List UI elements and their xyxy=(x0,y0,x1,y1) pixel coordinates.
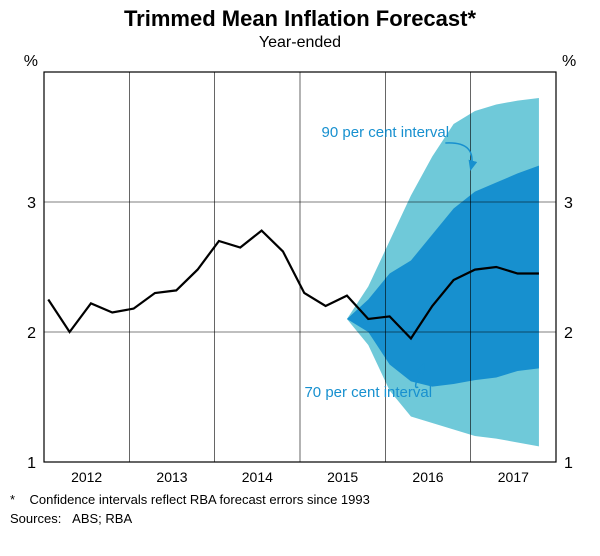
xtick: 2012 xyxy=(71,469,102,485)
sources-items: ABS; RBA xyxy=(72,511,132,526)
ytick-left: 3 xyxy=(27,195,36,212)
annotation-label: 90 per cent interval xyxy=(322,124,450,141)
xtick: 2015 xyxy=(327,469,358,485)
ytick-right: 1 xyxy=(564,455,573,472)
xtick: 2016 xyxy=(412,469,443,485)
y-unit-right: % xyxy=(562,53,576,70)
ytick-right: 2 xyxy=(564,325,573,342)
sources-label: Sources: xyxy=(10,511,61,526)
ytick-right: 3 xyxy=(564,195,573,212)
fan-chart: %% 1 1 2 2 3 3 2012 2013 2014 2015 2016 2017 90 per c… xyxy=(0,52,600,492)
sources: Sources: ABS; RBA xyxy=(0,511,600,526)
footnote-marker: * xyxy=(10,492,15,507)
chart-container: Trimmed Mean Inflation Forecast* Year-en… xyxy=(0,0,600,556)
xtick: 2013 xyxy=(156,469,187,485)
footnote-text: Confidence intervals reflect RBA forecas… xyxy=(30,492,370,507)
chart-title: Trimmed Mean Inflation Forecast* xyxy=(0,0,600,32)
chart-subtitle: Year-ended xyxy=(0,32,600,52)
y-unit-left: % xyxy=(24,53,38,70)
xtick: 2017 xyxy=(498,469,529,485)
xtick: 2014 xyxy=(242,469,273,485)
ytick-left: 1 xyxy=(27,455,36,472)
footnote: * Confidence intervals reflect RBA forec… xyxy=(0,492,600,507)
ytick-left: 2 xyxy=(27,325,36,342)
annotation-label: 70 per cent interval xyxy=(304,384,432,401)
